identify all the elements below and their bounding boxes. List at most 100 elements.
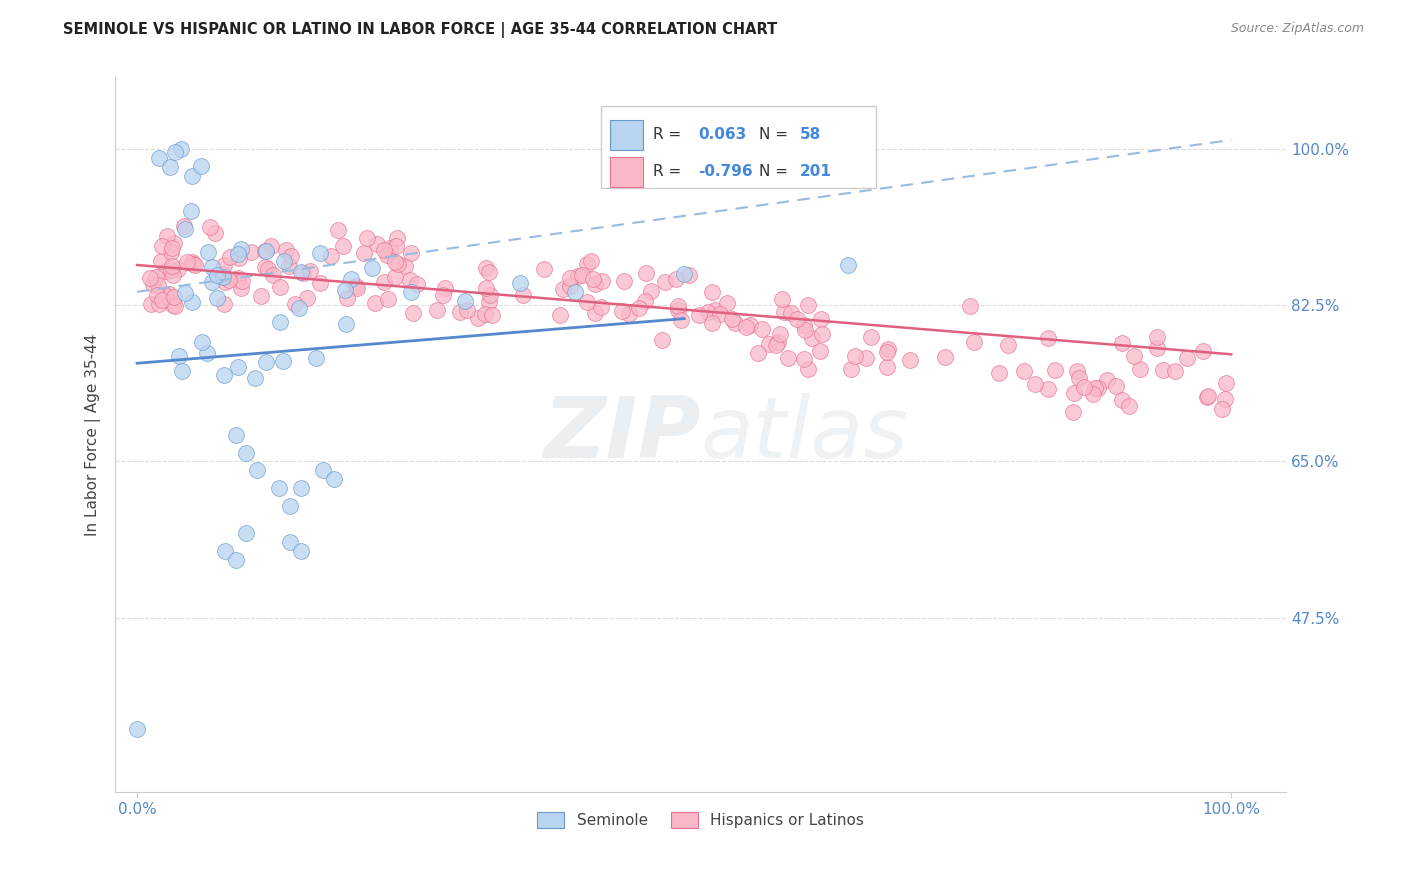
Point	[855, 351, 877, 366]
Point	[591, 274, 613, 288]
Point	[212, 267, 235, 281]
Point	[225, 427, 247, 442]
Point	[228, 252, 250, 266]
Point	[478, 265, 501, 279]
Point	[610, 303, 633, 318]
Point	[666, 299, 689, 313]
Point	[249, 288, 271, 302]
Point	[280, 249, 302, 263]
FancyBboxPatch shape	[610, 120, 643, 150]
Point	[387, 257, 409, 271]
Point	[364, 295, 387, 310]
Point	[269, 315, 291, 329]
Point	[1146, 341, 1168, 355]
Point	[229, 242, 252, 256]
Point	[170, 364, 193, 378]
Point	[200, 275, 222, 289]
Point	[323, 472, 346, 486]
Point	[353, 246, 375, 260]
Point	[260, 239, 283, 253]
Text: N =: N =	[759, 164, 793, 179]
Text: 201: 201	[800, 164, 832, 179]
Point	[934, 350, 956, 364]
Point	[839, 362, 862, 376]
Point	[432, 288, 454, 302]
Point	[226, 360, 249, 375]
Text: SEMINOLE VS HISPANIC OR LATINO IN LABOR FORCE | AGE 35-44 CORRELATION CHART: SEMINOLE VS HISPANIC OR LATINO IN LABOR …	[63, 22, 778, 38]
Point	[1152, 363, 1174, 377]
Point	[225, 553, 247, 567]
Legend: Seminole, Hispanics or Latinos: Seminole, Hispanics or Latinos	[531, 806, 870, 834]
Point	[512, 288, 534, 302]
Point	[1215, 376, 1237, 390]
Point	[481, 308, 503, 322]
Point	[150, 253, 173, 268]
Point	[356, 231, 378, 245]
Point	[613, 274, 636, 288]
Point	[1081, 387, 1104, 401]
Point	[399, 285, 422, 299]
Point	[589, 301, 612, 315]
Point	[290, 265, 312, 279]
Point	[551, 283, 574, 297]
Point	[688, 308, 710, 322]
Point	[375, 248, 398, 262]
Point	[257, 262, 280, 277]
Point	[160, 263, 183, 277]
Y-axis label: In Labor Force | Age 35-44: In Labor Force | Age 35-44	[86, 334, 101, 536]
Point	[246, 463, 269, 477]
Point	[773, 305, 796, 319]
Point	[1111, 392, 1133, 407]
Point	[205, 268, 228, 283]
Point	[634, 294, 657, 309]
Point	[198, 220, 221, 235]
Point	[766, 335, 789, 350]
Point	[1211, 401, 1233, 416]
Point	[678, 268, 700, 282]
Point	[231, 274, 253, 288]
Point	[474, 260, 496, 275]
Point	[1036, 382, 1059, 396]
Point	[284, 297, 307, 311]
Point	[1069, 371, 1091, 385]
Point	[225, 273, 247, 287]
Point	[139, 296, 162, 310]
Point	[1066, 364, 1088, 378]
Point	[214, 297, 236, 311]
Point	[366, 236, 388, 251]
Point	[176, 255, 198, 269]
Point	[276, 243, 298, 257]
Point	[1215, 392, 1237, 407]
Point	[406, 277, 429, 292]
Point	[335, 317, 357, 331]
Point	[200, 260, 222, 274]
Point	[159, 160, 181, 174]
Point	[533, 261, 555, 276]
Point	[651, 333, 673, 347]
Point	[271, 354, 294, 368]
Point	[877, 342, 900, 356]
Point	[360, 261, 382, 276]
Point	[1175, 351, 1198, 366]
Point	[377, 293, 399, 307]
Point	[292, 266, 315, 280]
Point	[1105, 379, 1128, 393]
Point	[346, 281, 368, 295]
Point	[1192, 343, 1215, 358]
Point	[214, 543, 236, 558]
Point	[640, 284, 662, 298]
Point	[700, 285, 723, 300]
Point	[800, 331, 823, 345]
Point	[793, 351, 815, 366]
Point	[184, 258, 207, 272]
Point	[308, 276, 330, 290]
Point	[163, 235, 186, 250]
Text: atlas: atlas	[700, 393, 908, 476]
Point	[254, 244, 277, 258]
Text: 58: 58	[800, 128, 821, 143]
Point	[278, 499, 301, 513]
Point	[214, 275, 236, 289]
Point	[157, 287, 180, 301]
Point	[174, 286, 197, 301]
Point	[567, 269, 589, 284]
